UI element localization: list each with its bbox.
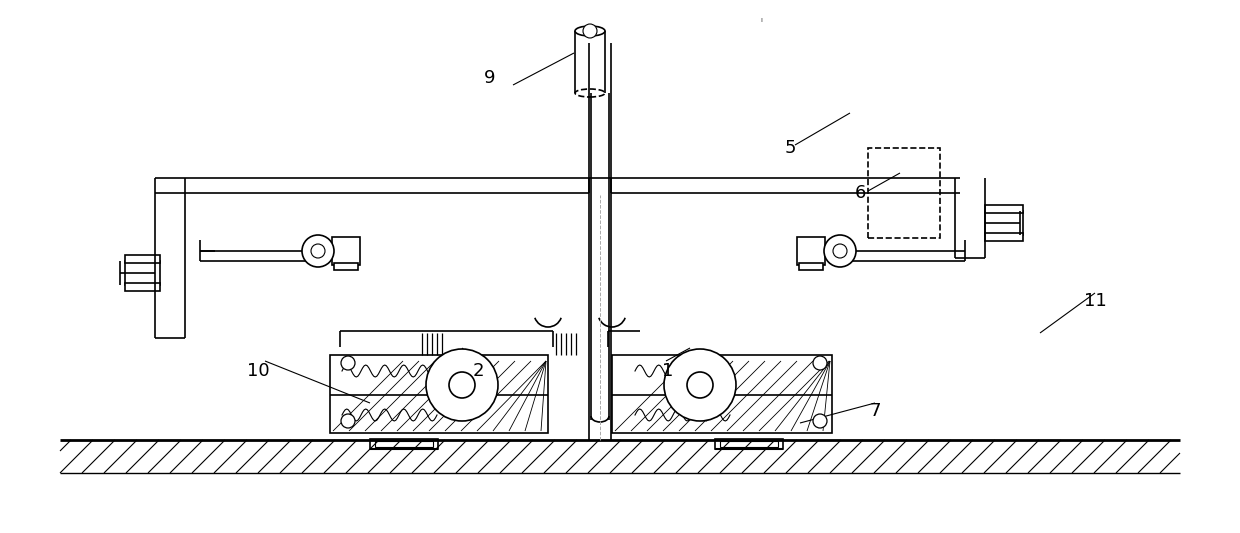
Circle shape	[825, 235, 856, 267]
Bar	[125, 283, 160, 291]
Text: ': '	[760, 17, 764, 31]
Bar	[125, 255, 160, 263]
Bar	[370, 439, 438, 449]
Circle shape	[341, 356, 355, 370]
Text: 6: 6	[854, 184, 866, 202]
Bar	[720, 441, 777, 447]
Bar	[334, 263, 358, 270]
Bar	[330, 355, 548, 433]
Text: 10: 10	[247, 362, 269, 380]
Bar	[374, 441, 433, 447]
Text: 11: 11	[1084, 292, 1106, 310]
Bar	[613, 355, 832, 433]
Circle shape	[583, 24, 596, 38]
Text: 5: 5	[784, 139, 796, 157]
Circle shape	[341, 414, 355, 428]
Bar	[985, 233, 1023, 241]
Bar	[985, 211, 1023, 235]
Text: 7: 7	[869, 402, 880, 420]
Circle shape	[427, 349, 498, 421]
Bar	[715, 439, 782, 449]
Bar	[868, 148, 940, 238]
Ellipse shape	[575, 26, 605, 36]
Bar	[985, 205, 1023, 213]
Circle shape	[813, 414, 827, 428]
Bar	[332, 237, 360, 265]
Circle shape	[303, 235, 334, 267]
Bar	[799, 263, 823, 270]
Bar	[797, 237, 825, 265]
Circle shape	[813, 356, 827, 370]
Circle shape	[663, 349, 737, 421]
Text: 2: 2	[472, 362, 484, 380]
Bar	[125, 261, 160, 285]
Text: 9: 9	[485, 69, 496, 87]
Text: 1: 1	[662, 362, 673, 380]
